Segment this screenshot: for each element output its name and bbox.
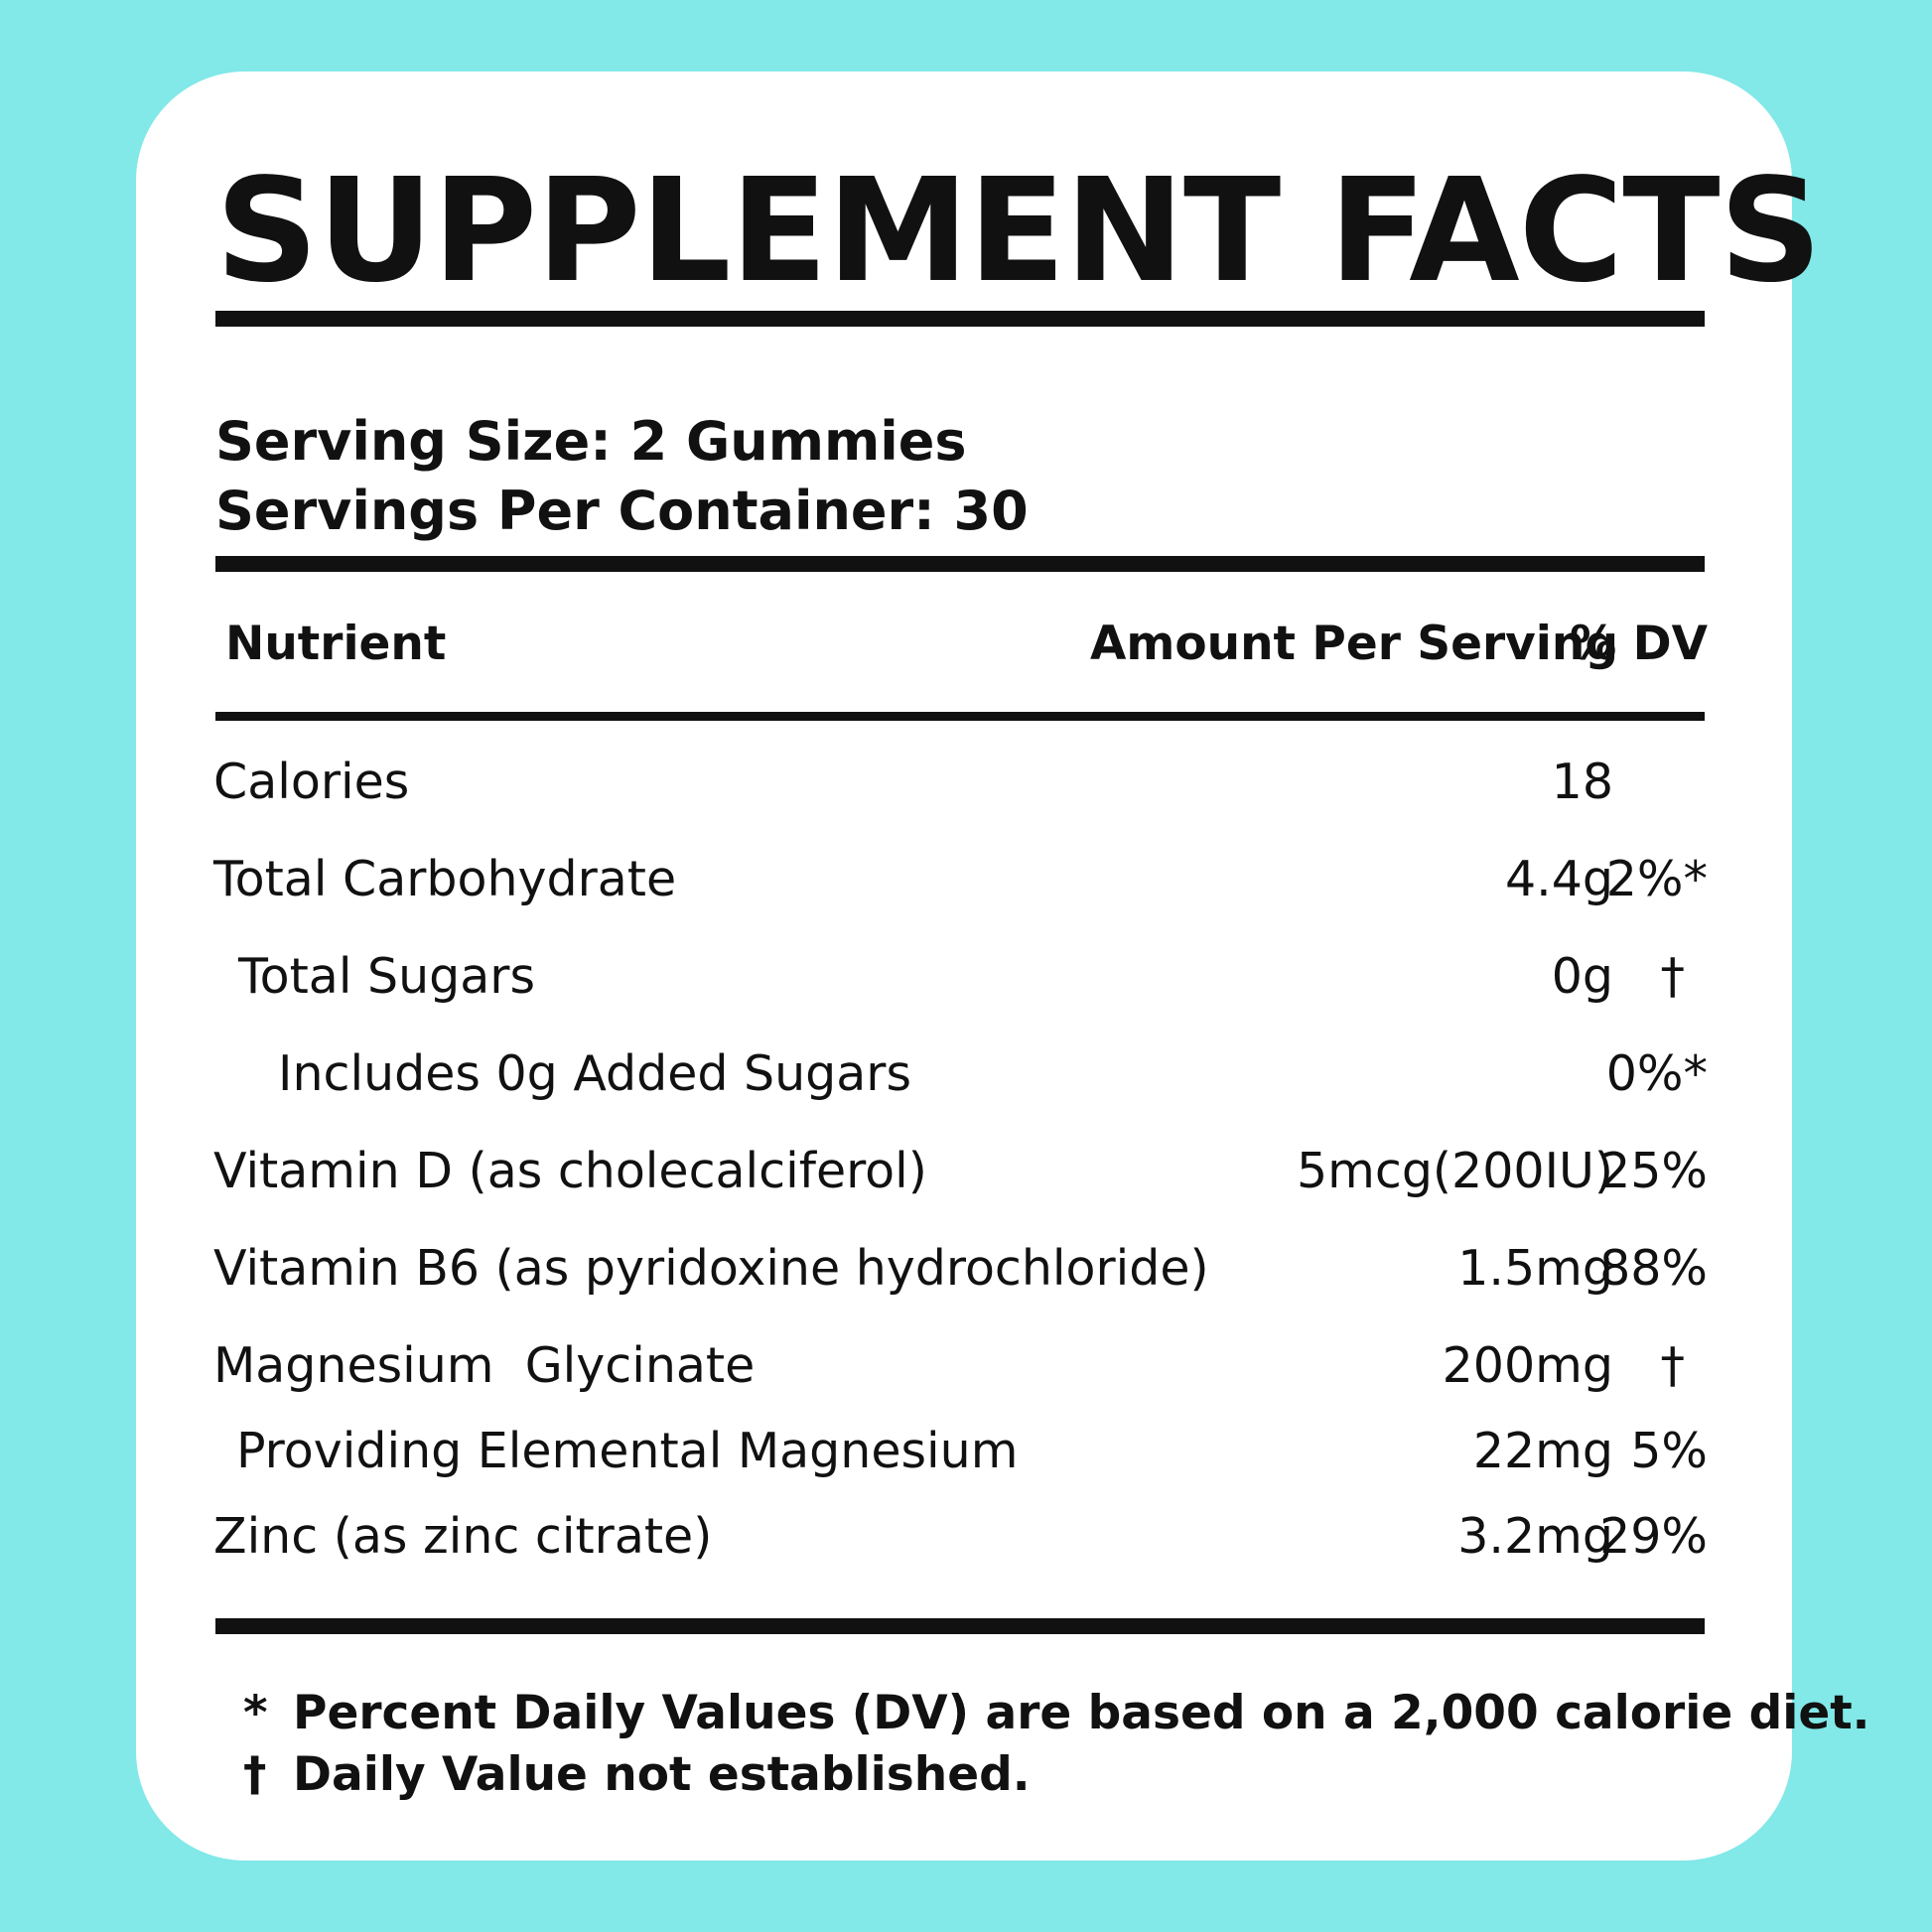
nutrient-name: Providing Elemental Magnesium (236, 1423, 1019, 1479)
nutrient-row: Includes 0g Added Sugars 0%* (136, 1039, 1792, 1109)
footer-divider (215, 1618, 1705, 1634)
column-header-amount: Amount Per Serving (1089, 617, 1618, 671)
nutrient-row: Providing Elemental Magnesium 22mg 5% (136, 1417, 1792, 1486)
nutrient-dv: 5% (1630, 1423, 1708, 1479)
nutrient-name: Includes 0g Added Sugars (278, 1045, 911, 1102)
nutrient-dv: 0%* (1605, 1045, 1708, 1102)
nutrient-name: Calories (213, 754, 410, 810)
nutrient-row: Total Carbohydrate 4.4g 2%* (136, 845, 1792, 914)
nutrient-amount: 22mg (1472, 1423, 1613, 1479)
title-divider (215, 311, 1705, 327)
asterisk-symbol: * (243, 1686, 268, 1740)
nutrient-amount: 5mcg(200IU) (1296, 1143, 1613, 1199)
nutrient-row: Magnesium Glycinate 200mg † (136, 1331, 1792, 1401)
dagger-symbol: † (243, 1747, 267, 1802)
supplement-facts-card: SUPPLEMENT FACTS Serving Size: 2 Gummies… (136, 71, 1870, 1861)
nutrient-name: Vitamin B6 (as pyridoxine hydrochloride) (213, 1240, 1209, 1297)
nutrient-dv: 29% (1599, 1508, 1708, 1565)
nutrient-name: Vitamin D (as cholecalciferol) (213, 1143, 927, 1199)
nutrient-amount: 18 (1551, 754, 1613, 810)
header-divider (215, 712, 1705, 721)
nutrient-row: Total Sugars 0g † (136, 942, 1792, 1012)
servings-per-container: Servings Per Container: 30 (215, 480, 1029, 542)
nutrient-dv: 2%* (1605, 851, 1708, 907)
footnote-dv-basis: * Percent Daily Values (DV) are based on … (243, 1683, 1870, 1744)
nutrient-amount: 3.2mg (1457, 1508, 1613, 1565)
nutrient-name: Magnesium Glycinate (213, 1337, 756, 1394)
nutrient-row: Vitamin B6 (as pyridoxine hydrochloride)… (136, 1234, 1792, 1304)
nutrient-row: Calories 18 (136, 748, 1792, 817)
label-title: SUPPLEMENT FACTS (215, 147, 1822, 314)
nutrient-amount: 4.4g (1504, 851, 1613, 907)
footnote-text: Percent Daily Values (DV) are based on a… (293, 1686, 1870, 1740)
nutrient-dv: 88% (1599, 1240, 1708, 1297)
serving-divider (215, 556, 1705, 572)
nutrient-amount: 0g (1551, 948, 1613, 1005)
nutrient-name: Total Sugars (238, 948, 535, 1005)
nutrient-name: Total Carbohydrate (213, 851, 677, 907)
nutrient-dv: † (1660, 948, 1686, 1005)
nutrient-amount: 200mg (1442, 1337, 1613, 1394)
serving-size: Serving Size: 2 Gummies (215, 410, 967, 473)
nutrient-name: Zinc (as zinc citrate) (213, 1508, 713, 1565)
nutrient-amount: 1.5mg (1457, 1240, 1613, 1297)
footnote-dv-not-established: † Daily Value not established. (243, 1744, 1031, 1806)
column-header-nutrient: Nutrient (225, 617, 447, 671)
nutrient-dv: † (1660, 1337, 1686, 1394)
nutrient-dv: 25% (1599, 1143, 1708, 1199)
column-header-dv: % DV (1570, 617, 1708, 671)
nutrient-row: Vitamin D (as cholecalciferol) 5mcg(200I… (136, 1137, 1792, 1206)
footnote-text: Daily Value not established. (293, 1747, 1031, 1802)
nutrient-row: Zinc (as zinc citrate) 3.2mg 29% (136, 1502, 1792, 1572)
